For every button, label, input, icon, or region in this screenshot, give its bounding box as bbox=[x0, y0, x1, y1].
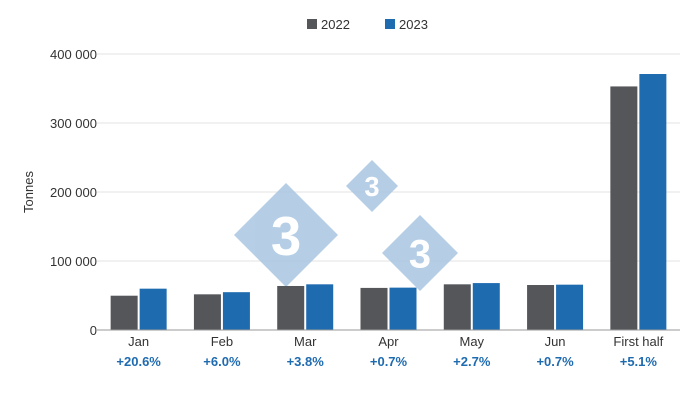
svg-text:3: 3 bbox=[271, 206, 301, 267]
y-tick-label: 200 000 bbox=[50, 185, 97, 200]
x-tick-label: Feb bbox=[211, 334, 233, 349]
x-tick-label: First half bbox=[613, 334, 663, 349]
bar-2022 bbox=[527, 285, 555, 330]
x-tick-label: Mar bbox=[294, 334, 317, 349]
x-tick-label: Apr bbox=[378, 334, 399, 349]
change-label: +0.7% bbox=[536, 354, 574, 369]
svg-text:3: 3 bbox=[409, 232, 431, 276]
legend-label: 2023 bbox=[399, 17, 428, 32]
bar-2022 bbox=[443, 284, 471, 330]
bar-2023 bbox=[639, 74, 667, 330]
change-label: +3.8% bbox=[287, 354, 325, 369]
bar-2023 bbox=[139, 288, 167, 330]
bar-2022 bbox=[277, 285, 305, 330]
bar-2022 bbox=[110, 295, 138, 330]
y-tick-label: 300 000 bbox=[50, 116, 97, 131]
y-tick-label: 100 000 bbox=[50, 254, 97, 269]
legend-label: 2022 bbox=[321, 17, 350, 32]
watermark-logo: 333 bbox=[234, 160, 458, 291]
bar-2022 bbox=[360, 287, 388, 330]
legend-swatch bbox=[307, 19, 317, 29]
x-tick-label: Jun bbox=[545, 334, 566, 349]
bar-2023 bbox=[389, 287, 417, 330]
change-label: +0.7% bbox=[370, 354, 408, 369]
x-tick-label: Jan bbox=[128, 334, 149, 349]
bar-2022 bbox=[610, 86, 638, 331]
legend-swatch bbox=[385, 19, 395, 29]
y-tick-label: 400 000 bbox=[50, 47, 97, 62]
y-axis-label: Tonnes bbox=[21, 171, 36, 213]
x-tick-label: May bbox=[460, 334, 485, 349]
change-label: +2.7% bbox=[453, 354, 491, 369]
change-label: +5.1% bbox=[620, 354, 658, 369]
bar-2022 bbox=[193, 294, 221, 330]
y-tick-label: 0 bbox=[90, 323, 97, 338]
change-label: +20.6% bbox=[116, 354, 161, 369]
bar-2023 bbox=[306, 284, 334, 330]
bar-2023 bbox=[472, 283, 500, 330]
bar-2023 bbox=[222, 292, 250, 330]
svg-text:3: 3 bbox=[364, 171, 379, 202]
change-label: +6.0% bbox=[203, 354, 241, 369]
bar-2023 bbox=[556, 284, 584, 330]
